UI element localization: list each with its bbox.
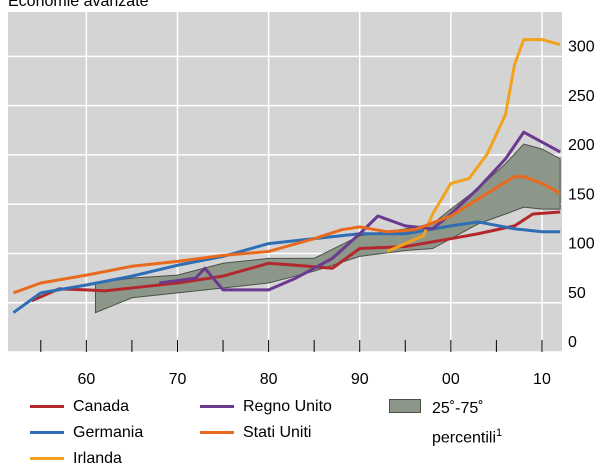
x-tick-label: 10 xyxy=(533,371,551,388)
series-line xyxy=(12,175,561,295)
x-tick-label: 60 xyxy=(77,371,95,388)
legend-label: Irlanda xyxy=(73,450,122,467)
x-tick-label: 70 xyxy=(169,371,187,388)
y-tick-label: 150 xyxy=(568,186,595,203)
percentile-band xyxy=(94,143,561,314)
series-line xyxy=(159,130,561,292)
y-tick-label: 250 xyxy=(568,88,595,105)
chart-title: Economie avanzate xyxy=(8,0,149,10)
x-tick-label: 80 xyxy=(260,371,278,388)
legend-label: 25˚-75˚ percentili1 xyxy=(432,397,512,450)
series-line xyxy=(31,210,561,303)
legend-swatch xyxy=(389,399,421,413)
legend-swatch xyxy=(200,405,234,408)
footnote-mark: 1 xyxy=(496,427,503,439)
legend-label: Regno Unito xyxy=(243,398,332,415)
legend-label: Canada xyxy=(73,398,130,415)
legend-swatch xyxy=(30,405,64,408)
legend-swatch xyxy=(30,431,64,434)
x-tick-label: 90 xyxy=(351,371,369,388)
legend-swatch xyxy=(30,457,64,460)
x-tick-label: 00 xyxy=(442,371,460,388)
y-tick-label: 200 xyxy=(568,137,595,154)
y-tick-label: 100 xyxy=(568,236,595,253)
legend-label: Germania xyxy=(73,424,144,441)
y-tick-label: 300 xyxy=(568,39,595,56)
legend-swatch xyxy=(200,431,234,434)
band-name: 25˚-75˚ percentili xyxy=(432,400,497,447)
legend-label: Stati Uniti xyxy=(243,424,312,441)
plot-area xyxy=(8,12,562,352)
y-tick-label: 0 xyxy=(568,334,577,351)
series-line xyxy=(386,38,561,253)
y-tick-label: 50 xyxy=(568,285,586,302)
